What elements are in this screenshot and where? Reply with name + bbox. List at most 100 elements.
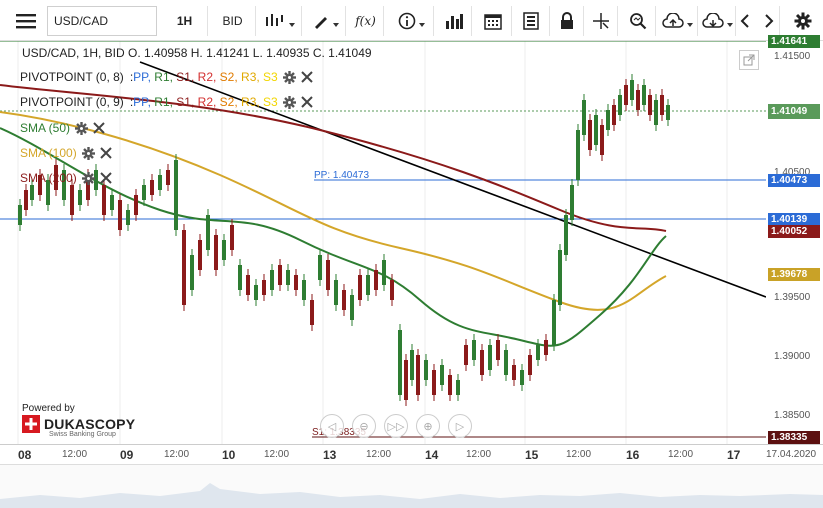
report-button[interactable]: [512, 6, 550, 36]
gear-icon[interactable]: [282, 95, 296, 109]
candle-body: [222, 240, 226, 260]
zoom-in-button[interactable]: ⊕: [416, 414, 440, 438]
lock-button[interactable]: [550, 6, 584, 36]
price-tick: 1.38500: [774, 410, 811, 421]
candle-body: [310, 300, 314, 325]
timeframe-selector[interactable]: 1H: [162, 6, 208, 36]
popout-button[interactable]: [739, 50, 759, 70]
candle-body: [214, 235, 218, 270]
crosshair-icon: [592, 13, 609, 29]
candle-body: [520, 370, 524, 385]
dukascopy-logo: DUKASCOPY: [22, 415, 135, 433]
candle-body: [358, 275, 362, 300]
menu-button[interactable]: [8, 6, 44, 36]
candle-body: [334, 280, 338, 305]
draw-button[interactable]: [306, 6, 346, 36]
chart-area[interactable]: [0, 41, 767, 444]
time-label: 14: [425, 448, 439, 462]
zoom-out-button[interactable]: ⊖: [352, 414, 376, 438]
symbol-label: USD/CAD: [54, 14, 109, 28]
time-label: 12:00: [62, 449, 88, 460]
candle-body: [382, 260, 386, 285]
ohlc-summary: USD/CAD, 1H, BID O. 1.40958 H. 1.41241 L…: [22, 46, 372, 60]
candle-body: [464, 345, 468, 365]
time-label: 15: [525, 448, 539, 462]
scroll-left-button[interactable]: ◁: [320, 414, 344, 438]
candle-body: [262, 280, 266, 295]
report-icon: [522, 12, 539, 30]
pivot-level-label: R3,: [237, 70, 260, 84]
candle-body: [416, 355, 420, 395]
sma-50-label: SMA (50): [20, 121, 71, 135]
swiss-cross-icon: [22, 415, 40, 433]
lock-icon: [560, 12, 573, 29]
time-label: 12:00: [164, 449, 190, 460]
price-tag-sma200: 1.40052: [768, 225, 820, 238]
sma-100-line: [0, 111, 667, 311]
price-chart[interactable]: [0, 41, 823, 444]
crosshair-button[interactable]: [584, 6, 618, 36]
close-icon[interactable]: [99, 147, 112, 159]
candle-body: [118, 200, 122, 230]
candle-body: [636, 90, 640, 110]
gear-icon[interactable]: [81, 146, 95, 160]
close-icon[interactable]: [301, 96, 313, 108]
candle-body: [198, 240, 202, 270]
calendar-icon: [483, 14, 502, 30]
price-type-selector[interactable]: BID: [210, 6, 256, 36]
time-label: 17.04.2020: [766, 449, 817, 460]
scroll-right-button[interactable]: ▷: [448, 414, 472, 438]
pivot-level-label: PP,: [133, 95, 151, 109]
prev-button[interactable]: [734, 6, 756, 36]
upload-button[interactable]: [658, 6, 698, 36]
candle-body: [666, 105, 670, 120]
candle-body: [618, 95, 622, 115]
price-axis[interactable]: [766, 41, 823, 444]
legend-sma-50: SMA (50): [20, 119, 105, 137]
candle-body: [564, 215, 568, 255]
chart-type-button[interactable]: [258, 6, 302, 36]
sma-50-line: [0, 127, 667, 347]
upload-icon: [662, 13, 684, 28]
zoom-button[interactable]: [620, 6, 656, 36]
close-icon[interactable]: [99, 172, 112, 184]
candle-body: [552, 300, 556, 345]
calendar-button[interactable]: [474, 6, 512, 36]
time-axis[interactable]: 08 12:00 09 12:00 10 12:00 13 12:00 14 12:00 15 12:…: [0, 444, 823, 464]
price-tag-sma100: 1.39678: [768, 268, 820, 281]
info-button[interactable]: [390, 6, 434, 36]
candle-body: [342, 290, 346, 310]
candle-body: [318, 255, 322, 280]
symbol-selector[interactable]: USD/CAD: [47, 6, 157, 36]
volume-icon: [445, 14, 463, 29]
close-icon[interactable]: [93, 122, 105, 134]
volume-button[interactable]: [436, 6, 472, 36]
pivot-sep: :: [129, 70, 134, 84]
next-button[interactable]: [758, 6, 780, 36]
download-button[interactable]: [700, 6, 736, 36]
gear-icon[interactable]: [282, 70, 296, 84]
close-icon[interactable]: [301, 71, 313, 83]
candle-body: [158, 175, 162, 190]
menu-icon: [16, 14, 36, 29]
price-tick: 1.41500: [774, 51, 811, 62]
navigator-strip[interactable]: [0, 464, 823, 508]
gear-icon[interactable]: [81, 171, 95, 185]
powered-by-text: Powered by: [22, 403, 75, 414]
candle-body: [174, 160, 178, 230]
candle-body: [110, 195, 114, 210]
prev-icon: [740, 14, 749, 28]
candle-body: [544, 340, 548, 355]
legend-sma-100: SMA (100): [20, 144, 112, 162]
time-label: 12:00: [566, 449, 592, 460]
candle-body: [624, 85, 628, 105]
time-label: 08: [18, 448, 32, 462]
gear-icon[interactable]: [75, 121, 89, 135]
settings-button[interactable]: [788, 6, 818, 36]
reset-button[interactable]: ▷▷: [384, 414, 408, 438]
price-type-label: BID: [222, 14, 243, 28]
candle-body: [326, 260, 330, 290]
candle-body: [302, 280, 306, 300]
function-button[interactable]: f(x): [348, 6, 384, 36]
candle-body: [30, 185, 34, 200]
